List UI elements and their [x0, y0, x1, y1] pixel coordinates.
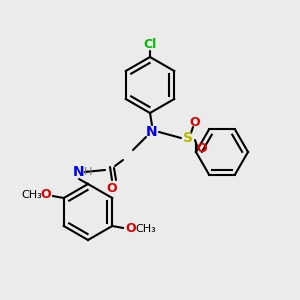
Text: N: N [146, 125, 158, 139]
Text: CH₃: CH₃ [21, 190, 42, 200]
Text: O: O [190, 116, 200, 128]
Text: O: O [125, 223, 136, 236]
Text: N: N [73, 165, 85, 179]
Text: O: O [40, 188, 51, 202]
Text: H: H [84, 167, 92, 177]
Text: S: S [183, 131, 193, 145]
Text: O: O [107, 182, 117, 194]
Text: CH₃: CH₃ [136, 224, 157, 234]
Text: O: O [197, 142, 207, 154]
Text: Cl: Cl [143, 38, 157, 52]
